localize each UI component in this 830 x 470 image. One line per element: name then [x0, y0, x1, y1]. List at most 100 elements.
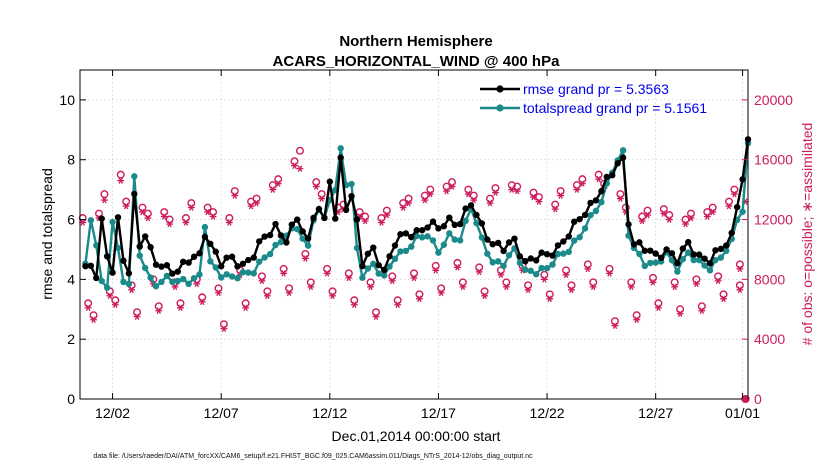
data-point	[402, 247, 410, 255]
obs-assimilated-marker	[644, 211, 651, 219]
data-point	[739, 176, 746, 183]
obs-assimilated-marker	[649, 279, 657, 286]
asterisk-stroke	[400, 204, 406, 211]
legend-spread-marker	[496, 104, 504, 112]
data-point	[549, 261, 556, 268]
obs-assimilated-marker	[595, 175, 603, 183]
plot-frame	[79, 69, 749, 400]
data-point	[571, 237, 578, 244]
obs-assimilated-marker	[557, 192, 565, 199]
obs-assimilated-marker	[720, 295, 727, 303]
asterisk-stroke	[281, 270, 286, 277]
asterisk-stroke	[308, 283, 314, 291]
obs-assimilated-marker	[540, 276, 548, 283]
obs-assimilated-marker	[220, 325, 228, 332]
asterisk-stroke	[590, 283, 596, 291]
obs-assimilated-marker	[443, 187, 450, 195]
obs-assimilated-marker	[535, 198, 543, 205]
asterisk-stroke	[455, 264, 460, 271]
asterisk-stroke	[221, 325, 227, 332]
data-point	[494, 239, 502, 247]
x-tick-label: 12/07	[204, 405, 239, 421]
obs-assimilated-marker	[459, 283, 467, 291]
data-point	[636, 250, 643, 258]
data-point	[299, 228, 306, 235]
obs-assimilated-marker	[654, 304, 662, 312]
data-point	[456, 220, 464, 228]
asterisk-stroke	[612, 322, 618, 329]
asterisk-stroke	[259, 277, 265, 285]
data-point	[418, 227, 426, 234]
data-point	[543, 265, 551, 272]
obs-assimilated-marker	[106, 292, 114, 300]
obs-possible-marker	[714, 272, 723, 281]
obs-assimilated-marker	[198, 298, 206, 306]
data-point	[424, 233, 431, 240]
data-point	[505, 239, 513, 246]
obs-possible-marker	[670, 278, 679, 287]
obs-possible-marker	[610, 317, 619, 326]
data-point	[413, 232, 420, 240]
obs-assimilated-marker	[263, 292, 271, 300]
asterisk-stroke	[433, 267, 438, 274]
asterisk-stroke	[172, 283, 178, 291]
obs-possible-marker	[198, 293, 207, 302]
data-point	[114, 244, 122, 252]
asterisk-stroke	[243, 304, 248, 312]
legend-spread-label: totalspread grand pr = 5.1561	[523, 100, 707, 116]
obs-assimilated-marker	[388, 277, 396, 285]
data-point	[212, 264, 219, 271]
data-point	[516, 259, 524, 267]
asterisk-stroke	[417, 295, 422, 303]
obs-assimilated-marker	[215, 289, 222, 297]
obs-assimilated-marker	[736, 286, 744, 294]
obs-assimilated-marker	[508, 186, 516, 193]
data-point	[359, 274, 366, 281]
obs-assimilated-marker	[627, 283, 635, 291]
asterisk-stroke	[118, 177, 123, 184]
data-point	[685, 238, 692, 246]
data-point	[201, 233, 209, 241]
obs-possible-marker	[638, 212, 647, 221]
data-point	[196, 271, 203, 278]
asterisk-stroke	[406, 199, 411, 207]
asterisk-stroke	[482, 292, 487, 300]
data-point	[592, 197, 600, 204]
obs-assimilated-marker	[475, 268, 483, 276]
obs-assimilated-marker	[144, 214, 152, 222]
data-point	[294, 225, 301, 233]
data-point	[245, 269, 252, 276]
asterisk-stroke	[330, 292, 335, 300]
obs-assimilated-marker	[410, 274, 418, 282]
asterisk-stroke	[210, 213, 216, 220]
obs-assimilated-marker	[139, 208, 146, 216]
asterisk-stroke	[574, 186, 580, 193]
data-point	[93, 242, 100, 249]
data-point	[304, 242, 312, 249]
data-point	[532, 271, 540, 278]
obs-possible-marker	[735, 260, 744, 269]
obs-assimilated-marker	[187, 204, 195, 211]
obs-assimilated-marker	[682, 220, 689, 228]
data-point	[234, 263, 241, 270]
data-point	[190, 253, 198, 260]
obs-assimilated-marker	[312, 183, 320, 190]
obs-assimilated-marker	[122, 202, 130, 210]
data-point	[467, 202, 475, 209]
asterisk-stroke	[639, 217, 645, 225]
obs-possible-marker	[263, 287, 272, 296]
asterisk-stroke	[672, 283, 677, 291]
obs-assimilated-marker	[568, 286, 575, 294]
data-point	[125, 270, 133, 277]
asterisk-stroke	[248, 202, 254, 210]
obs-assimilated-marker	[731, 190, 738, 198]
data-point	[310, 214, 317, 222]
asterisk-stroke	[167, 220, 172, 228]
asterisk-stroke	[683, 220, 688, 228]
obs-possible-marker	[279, 264, 288, 273]
data-point	[152, 261, 160, 268]
asterisk-stroke	[384, 211, 390, 219]
obs-assimilated-marker	[573, 186, 581, 193]
obs-assimilated-marker	[693, 280, 700, 288]
asterisk-stroke	[531, 193, 536, 201]
